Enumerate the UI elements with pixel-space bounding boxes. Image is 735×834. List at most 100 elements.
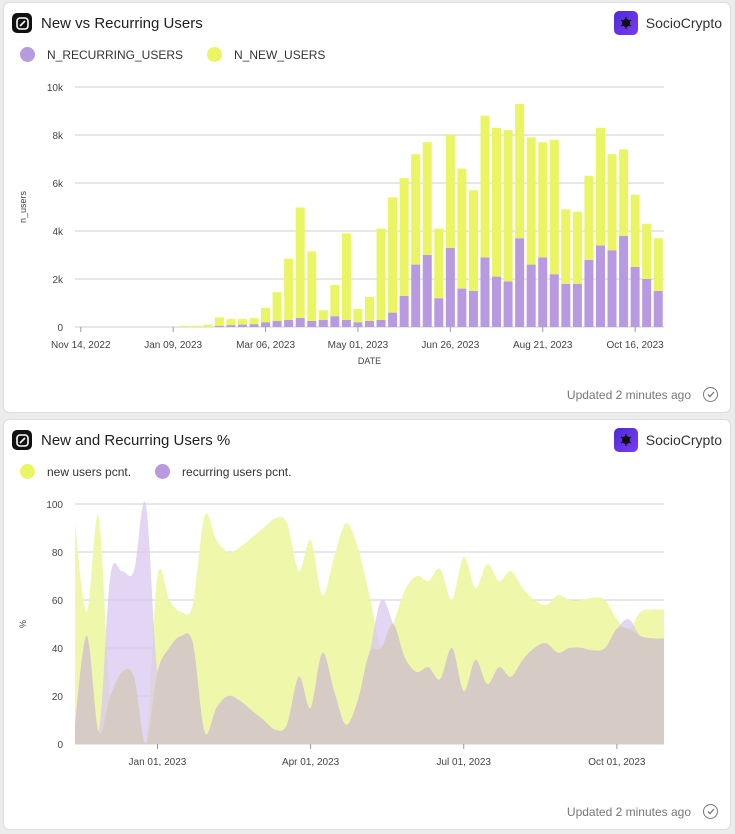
bar-new <box>480 115 490 258</box>
bar-new <box>630 195 640 267</box>
footer: Updated 2 minutes ago <box>567 387 718 402</box>
y-tick-label: 8k <box>52 131 64 142</box>
brand-name: SocioCrypto <box>645 15 722 31</box>
stacked-bar-chart: 0 2k 4k 6k 8k 10k Nov 14, 2022 Jan 09, 2023 Mar … <box>18 83 664 366</box>
bar-recurring <box>445 247 455 327</box>
bar-new <box>295 207 305 318</box>
bar-recurring <box>411 264 421 327</box>
bar-new <box>584 175 594 260</box>
check-icon <box>703 804 718 819</box>
bar-recurring <box>341 319 351 327</box>
legend-label: recurring users pcnt. <box>182 464 292 479</box>
bar-recurring <box>653 291 663 327</box>
bar-recurring <box>515 238 525 327</box>
y-axis-label: n_users <box>18 190 28 223</box>
bar-new <box>549 139 559 275</box>
legend-dot-icon <box>155 464 171 479</box>
y-tick-label: 10k <box>47 83 64 94</box>
bar-recurring <box>353 322 363 327</box>
x-tick-label: Jan 09, 2023 <box>144 340 202 351</box>
y-tick-label: 0 <box>57 740 63 751</box>
bar-recurring <box>434 298 444 327</box>
bar-recurring <box>330 316 340 327</box>
x-tick-label: Oct 16, 2023 <box>606 340 664 351</box>
bar-recurring <box>561 283 571 327</box>
y-tick-label: 2k <box>52 275 64 286</box>
bar-new <box>619 149 629 236</box>
brand[interactable]: SocioCrypto <box>613 11 722 35</box>
y-tick-label: 80 <box>52 548 64 559</box>
bar-new <box>180 325 190 327</box>
x-tick-label: Jul 01, 2023 <box>436 757 491 768</box>
y-tick-label: 100 <box>46 500 63 511</box>
bar-new <box>191 325 201 327</box>
bar-new <box>341 233 351 320</box>
bar-recurring <box>642 279 652 327</box>
bar-recurring <box>376 319 386 327</box>
legend-label: N_RECURRING_USERS <box>47 47 184 62</box>
bar-new <box>214 317 224 326</box>
x-tick-label: Aug 21, 2023 <box>513 340 573 351</box>
legend-item-new[interactable]: N_NEW_USERS <box>207 47 325 62</box>
bar-recurring <box>468 291 478 327</box>
bar-new <box>364 297 375 321</box>
bar-new <box>434 228 444 299</box>
y-tick-label: 20 <box>52 692 64 703</box>
bar-recurring <box>284 319 294 327</box>
x-tick-label: Nov 14, 2022 <box>51 340 111 351</box>
legend-item-recurring-pct[interactable]: recurring users pcnt. <box>155 464 291 479</box>
check-icon <box>703 387 718 402</box>
bar-new <box>492 127 502 277</box>
legend-dot-icon <box>20 464 35 479</box>
x-tick-label: May 01, 2023 <box>328 340 389 351</box>
bar-new <box>595 127 605 246</box>
x-axis-label: DATE <box>358 356 381 366</box>
bar-new <box>261 307 271 323</box>
bar-new <box>411 154 421 265</box>
bar-new <box>538 142 548 258</box>
bar-recurring <box>261 322 271 327</box>
bar-new <box>468 190 478 291</box>
bar-new <box>457 168 467 289</box>
area-chart: 0 20 40 60 80 100 Jan 01, 2023 Apr 01, 2023 Jul … <box>18 500 664 768</box>
legend-item-recurring[interactable]: N_RECURRING_USERS <box>20 47 183 62</box>
legend-dot-icon <box>20 47 35 62</box>
bar-new <box>503 130 513 282</box>
legend-item-new-pct[interactable]: new users pcnt. <box>20 464 131 479</box>
y-tick-label: 40 <box>52 644 64 655</box>
bar-new <box>226 319 236 326</box>
bar-recurring <box>318 319 328 327</box>
brand[interactable]: SocioCrypto <box>613 428 722 452</box>
bar-recurring <box>492 276 502 327</box>
bar-new <box>399 178 409 296</box>
bar-recurring <box>549 274 559 327</box>
bar-new <box>515 103 525 239</box>
app-logo-icon[interactable] <box>12 430 32 450</box>
y-tick-label: 4k <box>52 227 64 238</box>
bar-new <box>307 251 317 321</box>
area-overlap <box>75 623 664 744</box>
card-header: New vs Recurring Users SocioCrypto <box>12 11 722 35</box>
bar-recurring <box>584 259 594 327</box>
bar-recurring <box>503 281 513 327</box>
bar-new <box>422 142 432 255</box>
brand-avatar-icon <box>613 428 638 452</box>
app-logo-icon[interactable] <box>12 13 32 33</box>
bar-recurring <box>526 264 536 327</box>
new-vs-recurring-card: New vs Recurring Users SocioCrypto N_REC… <box>3 2 731 413</box>
bar-recurring <box>214 325 224 327</box>
bar-new <box>642 223 652 279</box>
bar-new <box>526 137 536 265</box>
bar-new <box>272 292 282 321</box>
bar-new <box>237 319 247 325</box>
card-header: New and Recurring Users % SocioCrypto <box>12 428 722 452</box>
x-tick-label: Oct 01, 2023 <box>588 757 646 768</box>
new-recurring-pct-card: New and Recurring Users % SocioCrypto ne… <box>3 419 731 830</box>
bar-new <box>330 285 340 317</box>
bar-new <box>653 238 663 291</box>
x-tick-label: Mar 06, 2023 <box>236 340 295 351</box>
bar-recurring <box>480 257 490 327</box>
y-tick-label: 60 <box>52 596 64 607</box>
footer: Updated 2 minutes ago <box>567 804 718 819</box>
chart-legend: N_RECURRING_USERS N_NEW_USERS <box>20 47 349 62</box>
